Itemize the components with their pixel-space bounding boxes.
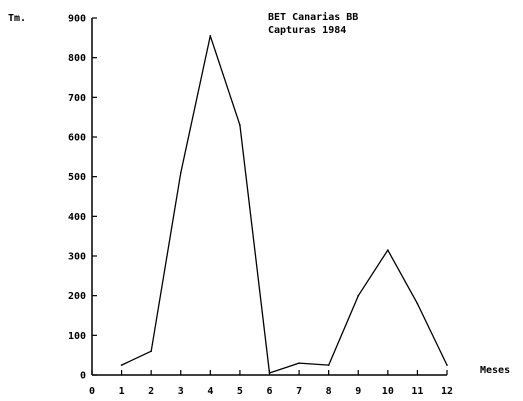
y-tick-label: 700 — [68, 93, 86, 104]
x-axis-title: Meses — [480, 365, 510, 376]
x-tick-label: 6 — [266, 386, 272, 397]
x-tick-label: 1 — [119, 386, 125, 397]
series-line — [121, 35, 448, 374]
x-tick-label: 4 — [207, 386, 213, 397]
data-point — [150, 350, 152, 353]
x-tick-label: 9 — [355, 386, 361, 397]
chart-title: BET Canarias BB Capturas 1984 — [268, 11, 358, 36]
y-tick-label: 200 — [68, 291, 86, 302]
x-tick-label: 3 — [178, 386, 184, 397]
data-point — [416, 302, 419, 305]
y-tick-label: 800 — [68, 53, 86, 64]
chart-title-line-2: Capturas 1984 — [268, 25, 346, 36]
x-tick-label: 11 — [411, 386, 423, 397]
axes — [91, 18, 447, 376]
x-tick-label: 2 — [148, 386, 154, 397]
y-axis-title: Tm. — [8, 13, 26, 24]
y-tick-label: 900 — [68, 14, 86, 25]
data-point — [239, 124, 241, 126]
data-point — [298, 362, 300, 364]
x-tick-label: 0 — [89, 386, 95, 397]
data-point — [268, 372, 271, 374]
x-tick-label: 10 — [382, 386, 394, 397]
y-tick-label: 400 — [68, 212, 86, 223]
data-point — [327, 364, 330, 366]
x-tick-label: 8 — [326, 386, 332, 397]
data-point — [387, 249, 389, 251]
y-tick-label: 100 — [68, 331, 86, 342]
data-point — [179, 171, 182, 174]
y-tick-label: 0 — [80, 371, 86, 382]
y-tick-label: 600 — [68, 133, 86, 144]
data-point — [209, 35, 212, 37]
data-point — [120, 364, 123, 366]
y-tick-label: 500 — [68, 172, 86, 183]
y-tick-label: 300 — [68, 252, 86, 263]
x-tick-label: 7 — [296, 386, 302, 397]
chart-title-line-1: BET Canarias BB — [268, 11, 358, 23]
x-tick-label: 5 — [237, 386, 243, 397]
data-point — [446, 364, 448, 366]
series-group — [120, 35, 448, 374]
data-point — [357, 294, 360, 297]
x-tick-label: 12 — [441, 386, 453, 397]
